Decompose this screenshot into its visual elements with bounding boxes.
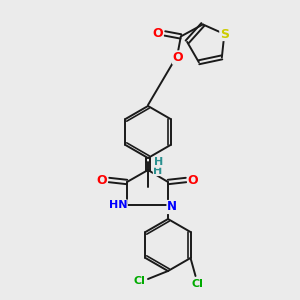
Text: HN: HN bbox=[109, 200, 127, 210]
Text: O: O bbox=[97, 173, 107, 187]
Text: H: H bbox=[154, 157, 164, 167]
Text: H: H bbox=[153, 166, 163, 176]
Text: O: O bbox=[152, 27, 163, 40]
Text: O: O bbox=[188, 173, 198, 187]
Text: O: O bbox=[172, 51, 183, 64]
Text: Cl: Cl bbox=[192, 279, 203, 289]
Text: Cl: Cl bbox=[133, 276, 145, 286]
Text: S: S bbox=[220, 28, 229, 40]
Text: N: N bbox=[167, 200, 177, 214]
